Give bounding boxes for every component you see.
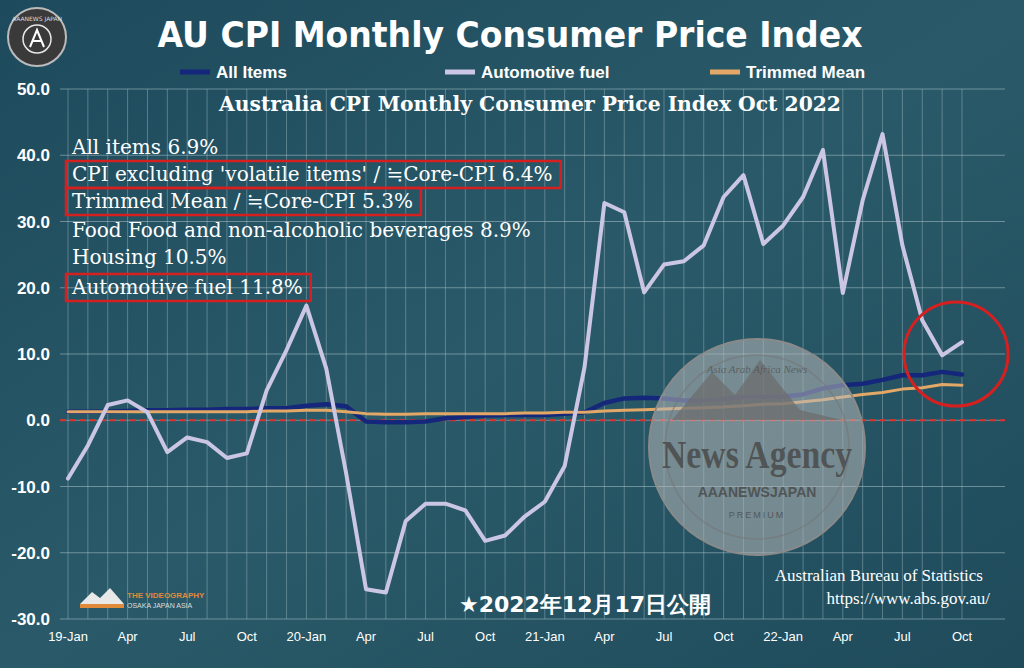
logo-text: AAANEWS JAPAN	[12, 15, 62, 23]
videography-mountain	[80, 588, 124, 604]
legend-label: Trimmed Mean	[746, 63, 865, 82]
videography-bar	[80, 604, 124, 608]
y-grid-line	[60, 486, 1005, 487]
logo-mark	[30, 30, 44, 47]
highlight-circle	[904, 302, 1008, 406]
y-grid-line	[60, 619, 1005, 620]
y-tick-label: 20.0	[17, 279, 50, 298]
annotation: Automotive fuel 11.8%	[71, 275, 303, 299]
y-tick-label: -20.0	[11, 544, 50, 563]
y-tick-label: -10.0	[11, 478, 50, 497]
annotation: Trimmed Mean / ≒Core-CPI 5.3%	[72, 189, 413, 213]
videography-logo: THE VIDEOGRAPHY OSAKA JAPAN ASIA	[80, 588, 205, 609]
annotation-box	[66, 161, 561, 188]
y-tick-label: 0.0	[26, 411, 50, 430]
legend-swatch	[710, 70, 740, 75]
legend-swatch	[445, 70, 475, 75]
background	[0, 0, 1024, 668]
y-tick-label: 10.0	[17, 345, 50, 364]
plot-area	[68, 134, 962, 592]
annotation-box	[66, 274, 311, 301]
zero-line	[60, 419, 1005, 421]
legend-swatch	[180, 70, 210, 75]
annotation: CPI excluding 'volatile items' / ≒Core-C…	[72, 162, 553, 186]
x-tick-label: Oct	[237, 629, 258, 644]
annotation-box	[66, 188, 421, 215]
watermark-circle	[649, 339, 865, 555]
y-tick-label: 40.0	[17, 146, 50, 165]
x-tick-label: 19-Jan	[48, 629, 88, 644]
date-note: ★2022年12月17日公開	[459, 592, 711, 617]
watermark-text: PREMIUM	[729, 510, 786, 520]
x-tick-label: 21-Jan	[525, 629, 565, 644]
y-tick-label: -30.0	[11, 610, 50, 629]
x-tick-label: Oct	[713, 629, 734, 644]
watermark: Asia Arab Africa News News Agency AAANEWSJ…	[649, 339, 865, 555]
logo-inner	[23, 25, 51, 53]
watermark-mountains	[672, 360, 842, 420]
x-tick-label: Apr	[594, 629, 615, 644]
x-tick-label: Jul	[656, 629, 673, 644]
x-tick-label: Oct	[475, 629, 496, 644]
videography-text: THE VIDEOGRAPHY	[127, 591, 205, 600]
x-tick-label: Jul	[417, 629, 434, 644]
logo: AAANEWS JAPAN	[8, 8, 66, 66]
x-tick-label: Apr	[117, 629, 138, 644]
legend-label: All Items	[216, 63, 287, 82]
title: AU CPI Monthly Consumer Price Index	[158, 15, 863, 55]
series-line	[68, 134, 962, 592]
y-grid-line	[60, 552, 1005, 553]
x-tick-label: 22-Jan	[763, 629, 803, 644]
x-tick-label: Jul	[179, 629, 196, 644]
legend-label: Automotive fuel	[481, 63, 609, 82]
videography-text: OSAKA JAPAN ASIA	[127, 602, 193, 609]
source: https://www.abs.gov.au/	[826, 589, 990, 608]
x-tick-label: Apr	[356, 629, 377, 644]
y-grid-line	[60, 354, 1005, 355]
y-grid-line	[60, 89, 1005, 90]
annotation: Food Food and non-alcoholic beverages 8.…	[72, 218, 531, 242]
y-grid-line	[60, 420, 1005, 421]
y-tick-label: 50.0	[17, 80, 50, 99]
annotation: All items 6.9%	[71, 135, 218, 159]
watermark-text: AAANEWSJAPAN	[698, 484, 817, 500]
x-tick-label: Apr	[833, 629, 854, 644]
x-tick-label: Oct	[952, 629, 973, 644]
logo-circle	[8, 8, 66, 66]
x-tick-label: 20-Jan	[287, 629, 327, 644]
subtitle: Australia CPI Monthly Consumer Price Ind…	[218, 91, 841, 116]
chart: -30.0 -20.0 -10.0 0.0 10.0 20.0 30.0 40.0 50.0 19…	[0, 0, 1024, 668]
x-tick-label: Jul	[894, 629, 911, 644]
y-tick-label: 30.0	[17, 213, 50, 232]
annotation: Housing 10.5%	[72, 245, 227, 269]
watermark-text: News Agency	[662, 432, 852, 477]
grid	[60, 89, 1005, 619]
source: Australian Bureau of Statistics	[775, 566, 983, 585]
watermark-text: Asia Arab Africa News	[706, 363, 808, 375]
